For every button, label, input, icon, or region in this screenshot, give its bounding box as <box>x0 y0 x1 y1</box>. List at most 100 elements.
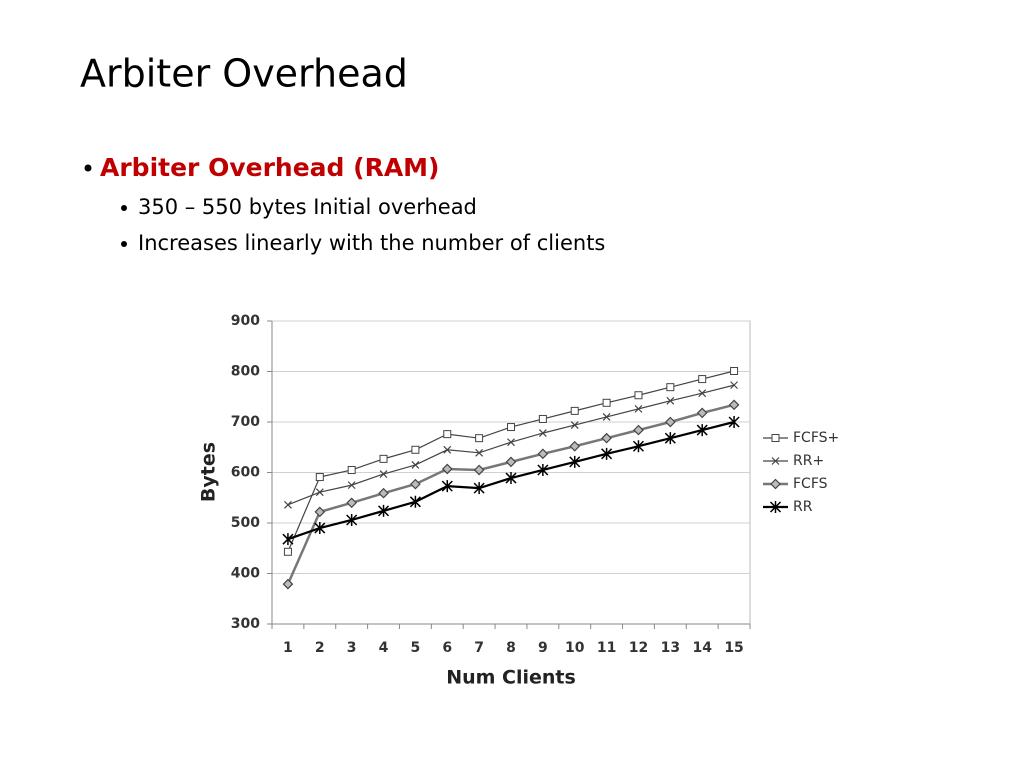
point <box>632 440 644 453</box>
sub-bullet: Increases linearly with the number of cl… <box>138 231 605 255</box>
legend-marker <box>771 457 780 465</box>
point <box>601 447 613 460</box>
x-tick-label: 7 <box>474 640 484 656</box>
y-axis-label: Bytes <box>198 442 220 502</box>
point <box>538 429 547 438</box>
point <box>409 495 421 508</box>
point <box>282 578 294 590</box>
y-tick-label: 400 <box>231 566 260 582</box>
legend-marker <box>770 478 781 490</box>
point <box>507 423 515 432</box>
point <box>378 504 390 517</box>
point <box>569 440 581 452</box>
y-tick-label: 500 <box>231 515 260 531</box>
point <box>537 463 549 476</box>
legend-label: FCFS <box>793 476 828 492</box>
point <box>602 398 611 407</box>
point <box>346 497 358 509</box>
x-tick-label: 10 <box>565 640 585 656</box>
point <box>379 470 388 478</box>
point <box>601 432 612 444</box>
point <box>411 461 420 469</box>
point <box>314 506 326 518</box>
y-tick-label: 300 <box>231 616 260 632</box>
y-tick-label: 900 <box>231 313 260 329</box>
point <box>602 413 611 421</box>
point <box>696 407 708 419</box>
point <box>698 389 707 398</box>
point <box>634 404 643 413</box>
point <box>473 464 485 476</box>
x-tick-label: 1 <box>283 640 293 656</box>
legend-label: RR+ <box>793 453 824 469</box>
bullet-dot <box>84 164 92 172</box>
point <box>346 513 358 526</box>
point <box>730 366 739 375</box>
slide-title: Arbiter Overhead <box>80 52 408 96</box>
x-tick-label: 6 <box>442 640 452 656</box>
point <box>410 478 421 490</box>
x-tick-label: 11 <box>597 640 616 656</box>
x-tick-label: 2 <box>315 640 325 656</box>
point <box>282 533 294 546</box>
point <box>315 488 324 497</box>
x-tick-label: 5 <box>411 640 421 656</box>
point <box>347 465 356 474</box>
point <box>475 434 484 443</box>
point <box>443 430 452 439</box>
point <box>507 438 515 447</box>
point <box>473 482 485 495</box>
point <box>664 432 676 445</box>
legend-label: RR <box>793 499 813 515</box>
x-tick-label: 8 <box>506 640 516 656</box>
point <box>666 396 675 405</box>
x-tick-label: 3 <box>347 640 357 656</box>
point <box>314 522 326 535</box>
point <box>730 381 738 390</box>
bullet-dot <box>121 205 127 211</box>
x-tick-label: 9 <box>538 640 548 656</box>
legend-label: FCFS+ <box>793 430 839 446</box>
point <box>698 375 707 384</box>
point <box>379 454 388 463</box>
y-tick-label: 700 <box>231 414 260 430</box>
bullet-dot <box>121 241 127 247</box>
point <box>475 448 484 457</box>
legend-marker <box>771 434 780 442</box>
point <box>347 481 356 490</box>
point <box>633 424 644 436</box>
point <box>283 547 292 556</box>
point <box>538 414 547 423</box>
legend-marker <box>769 501 782 513</box>
x-tick-label: 15 <box>724 640 743 656</box>
y-tick-label: 600 <box>231 465 260 481</box>
point <box>284 500 292 509</box>
point <box>696 424 708 437</box>
point <box>570 421 579 429</box>
x-tick-label: 14 <box>692 640 712 656</box>
point <box>537 448 549 460</box>
x-tick-label: 13 <box>661 640 680 656</box>
x-axis-label: Num Clients <box>446 667 576 689</box>
x-tick-label: 4 <box>379 640 389 656</box>
point <box>505 472 517 485</box>
point <box>728 399 740 411</box>
point <box>441 463 453 475</box>
point <box>505 456 517 468</box>
point <box>664 416 676 428</box>
point <box>411 445 420 454</box>
point <box>634 391 643 400</box>
x-tick-label: 12 <box>629 640 648 656</box>
point <box>570 406 579 415</box>
y-tick-label: 800 <box>231 364 260 380</box>
bullet: Arbiter Overhead (RAM) <box>100 153 439 182</box>
point <box>666 383 675 392</box>
point <box>441 480 453 493</box>
point <box>728 416 740 428</box>
point <box>315 473 324 482</box>
sub-bullet: 350 – 550 bytes Initial overhead <box>138 195 477 219</box>
point <box>569 455 581 468</box>
point <box>378 487 389 499</box>
